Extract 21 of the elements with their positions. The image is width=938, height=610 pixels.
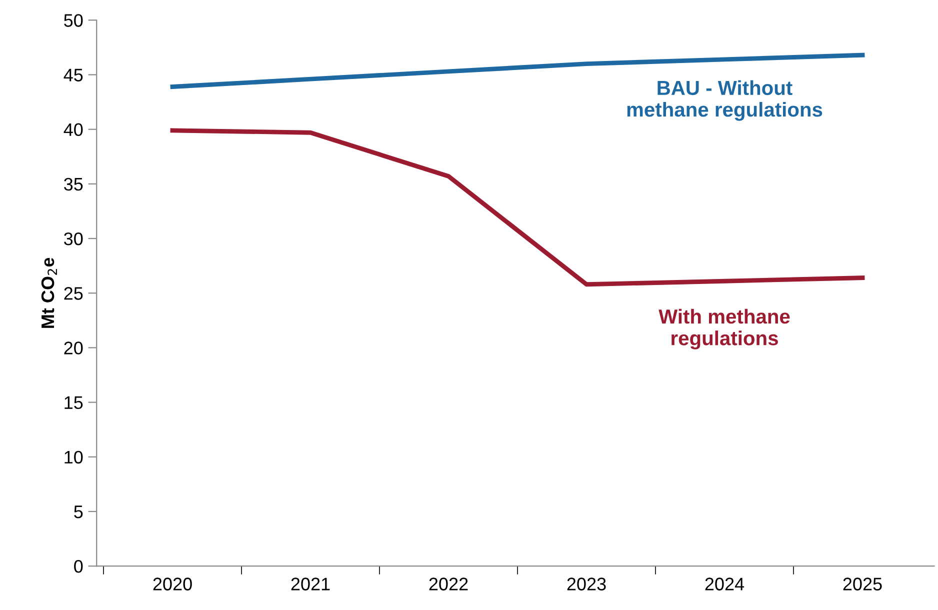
x-tick-label: 2022 (429, 578, 468, 590)
y-tick-label: 50 (64, 14, 83, 27)
y-tick-label: 0 (74, 560, 83, 573)
x-tick-label: 2023 (567, 578, 606, 590)
y-tick-label: 40 (64, 123, 83, 136)
y-tick-label: 35 (64, 178, 83, 191)
y-tick-label: 30 (64, 232, 83, 246)
y-tick-label: 10 (64, 450, 83, 464)
y-tick-label: 45 (64, 68, 83, 82)
series-label: BAU - Without methane regulations (627, 80, 822, 121)
x-tick-label: 2024 (705, 578, 744, 590)
y-tick-label: 5 (74, 506, 83, 518)
y-tick-label: 20 (64, 342, 83, 354)
x-tick-label: 2021 (291, 578, 330, 590)
y-tick-label: 15 (64, 396, 83, 410)
series-label: With methane regulations (658, 308, 790, 350)
x-tick-label: 2020 (153, 578, 192, 590)
line-series (170, 128, 865, 287)
y-axis-title: Mt CO$_{2}$e (41, 258, 57, 328)
x-tick-label: 2025 (843, 578, 882, 590)
y-tick-label: 25 (64, 287, 83, 300)
